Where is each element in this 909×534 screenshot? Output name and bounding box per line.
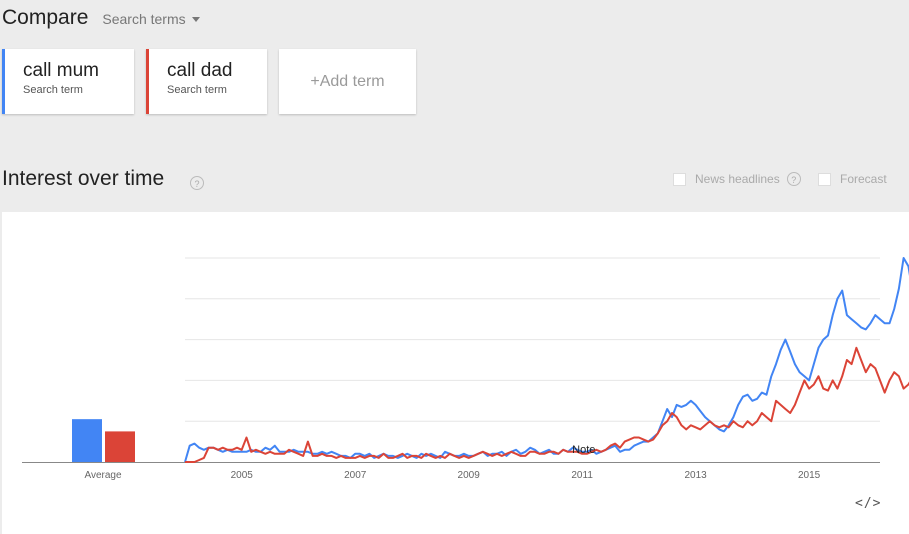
x-tick-label: 2015: [798, 470, 821, 481]
term-name: call dad: [167, 60, 233, 81]
x-tick-label: 2007: [344, 470, 367, 481]
series-line: [184, 257, 909, 463]
forecast-checkbox[interactable]: [818, 172, 831, 186]
embed-code-icon[interactable]: </>: [855, 496, 882, 511]
caret-down-icon: [191, 16, 200, 22]
news-headlines-label: News headlines: [695, 172, 780, 186]
term-type: Search term: [23, 84, 83, 96]
forecast-option: Forecast: [818, 172, 887, 186]
page-title: Compare: [2, 6, 89, 29]
x-tick-label: 2005: [231, 470, 254, 481]
search-terms-dropdown[interactable]: Search terms: [102, 11, 200, 27]
chart-note-label[interactable]: Note: [572, 444, 596, 456]
term-card-call-dad[interactable]: call dad Search term: [146, 49, 267, 114]
interest-over-time-header: Interest over time ? News headlines ? Fo…: [2, 167, 909, 195]
average-label: Average: [84, 470, 122, 481]
add-term-button[interactable]: +Add term: [279, 49, 416, 114]
term-cards: call mum Search term call dad Search ter…: [2, 49, 416, 114]
interest-over-time-chart: Average 2005 2007 2009 2011 2013 2015: [22, 257, 909, 481]
average-bar: [72, 419, 102, 462]
x-tick-label: 2013: [684, 470, 707, 481]
news-headlines-checkbox[interactable]: [673, 172, 686, 186]
average-bar: [105, 431, 135, 462]
x-tick-label: 2011: [571, 470, 593, 481]
series-line: [185, 346, 909, 463]
forecast-label: Forecast: [840, 172, 887, 186]
help-icon[interactable]: ?: [786, 172, 801, 186]
help-icon[interactable]: ?: [190, 176, 204, 190]
x-tick-label: 2009: [458, 470, 481, 481]
news-headlines-option: News headlines ?: [673, 172, 801, 186]
search-terms-dropdown-label: Search terms: [102, 11, 186, 27]
term-card-call-mum[interactable]: call mum Search term: [2, 49, 134, 114]
term-type: Search term: [167, 84, 227, 96]
interest-chart-panel: Average 2005 2007 2009 2011 2013 2015 Note </>: [2, 212, 909, 534]
section-title: Interest over time: [2, 167, 165, 190]
page-header: Compare Search terms: [2, 6, 200, 30]
term-name: call mum: [23, 60, 100, 81]
